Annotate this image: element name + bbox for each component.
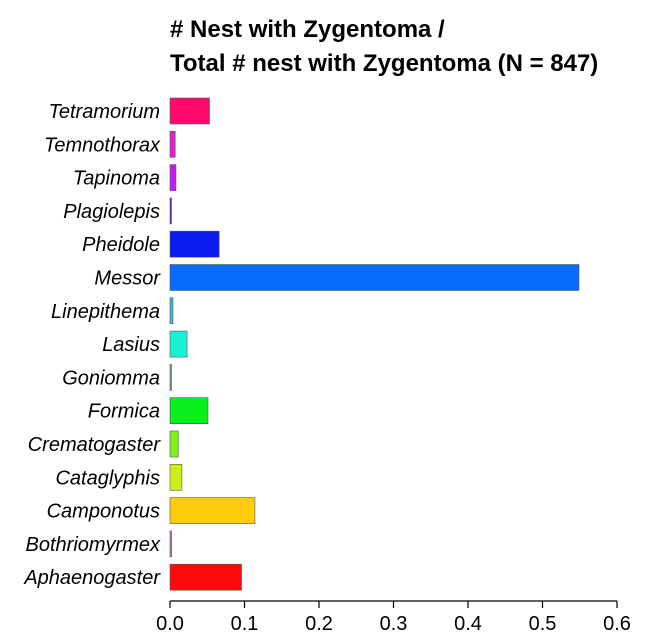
category-label-linepithema: Linepithema	[51, 301, 160, 323]
bar-cataglyphis	[169, 463, 183, 491]
x-tick-label: 0.5	[529, 613, 557, 635]
x-tick-label: 0.6	[603, 613, 631, 635]
x-tick-label: 0.2	[305, 613, 333, 635]
category-label-camponotus: Camponotus	[47, 501, 160, 523]
x-tick-label: 0.1	[231, 613, 259, 635]
chart-title-line-2: Total # nest with Zygentoma (N = 847)	[170, 50, 599, 77]
bar-formica	[169, 397, 209, 425]
bar-messor	[169, 264, 580, 291]
category-label-temnothorax: Temnothorax	[44, 134, 161, 156]
bar-camponotus	[169, 497, 256, 524]
bar-temnothorax	[169, 131, 176, 158]
category-label-aphaenogaster: Aphaenogaster	[23, 567, 161, 589]
bar-tapinoma	[169, 164, 177, 191]
category-label-tetramorium: Tetramorium	[48, 101, 160, 123]
bar-linepithema	[169, 297, 174, 325]
bar-goniomma	[169, 364, 172, 391]
category-label-goniomma: Goniomma	[62, 367, 160, 389]
bar-bothriomyrmex	[169, 530, 172, 558]
bar-aphaenogaster	[169, 563, 242, 591]
category-label-formica: Formica	[88, 401, 160, 423]
category-label-cataglyphis: Cataglyphis	[55, 467, 160, 489]
bar-crematogaster	[169, 430, 179, 458]
x-tick-label: 0.0	[156, 613, 184, 635]
bar-tetramorium	[169, 97, 210, 125]
chart-title-line-1: # Nest with Zygentoma /	[170, 16, 445, 43]
category-label-crematogaster: Crematogaster	[28, 434, 162, 456]
category-label-lasius: Lasius	[102, 334, 160, 356]
bar-lasius	[169, 330, 188, 358]
bar-pheidole	[169, 230, 220, 258]
x-tick-label: 0.4	[454, 613, 482, 635]
category-label-bothriomyrmex: Bothriomyrmex	[26, 534, 161, 556]
bar-plagiolepis	[169, 197, 172, 225]
x-tick-label: 0.3	[380, 613, 408, 635]
category-label-messor: Messor	[94, 268, 161, 290]
category-label-tapinoma: Tapinoma	[73, 168, 160, 190]
category-label-pheidole: Pheidole	[82, 234, 160, 256]
category-label-plagiolepis: Plagiolepis	[63, 201, 160, 223]
